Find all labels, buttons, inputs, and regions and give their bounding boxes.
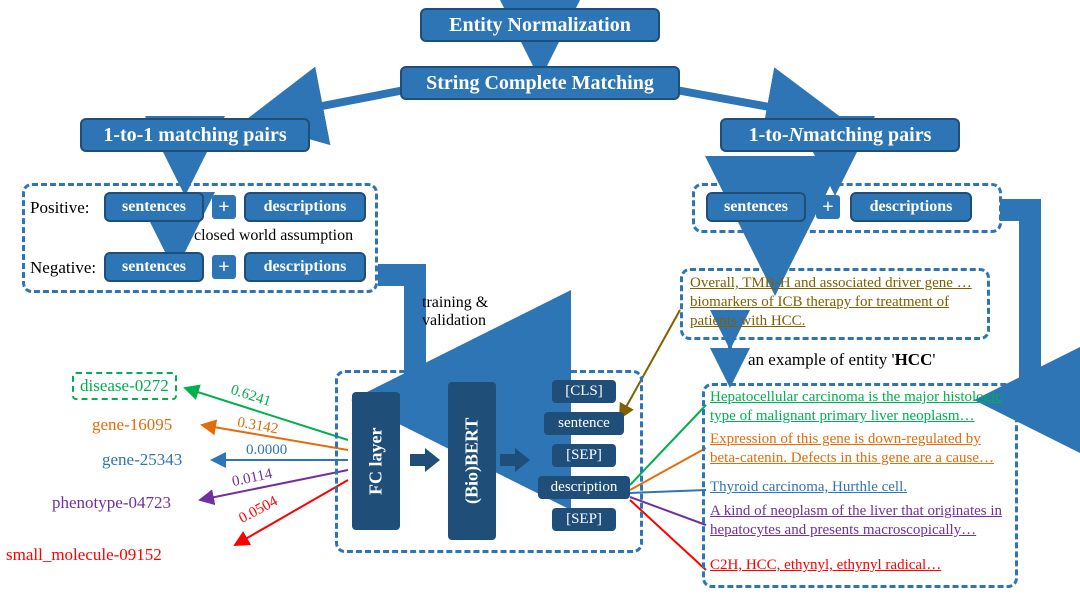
score-phenotype: 0.0114	[231, 466, 274, 491]
output-phenotype: phenotype-04723	[52, 493, 171, 513]
one-to-n-box: 1-to-N matching pairs	[720, 118, 960, 152]
desc-small-molecule: C2H, HCC, ethynyl, ethynyl radical…	[710, 556, 1010, 575]
right-sentences-box: sentences	[706, 192, 806, 222]
plus-icon: +	[212, 195, 236, 219]
positive-sentences-box: sentences	[104, 192, 204, 222]
one-to-one-box: 1-to-1 matching pairs	[80, 118, 310, 152]
cwa-label: closed world assumption	[194, 227, 353, 245]
biobert-box: (Bio)BERT	[448, 382, 496, 540]
entity-normalization-box: Entity Normalization	[420, 8, 660, 42]
sep2-token: [SEP]	[552, 508, 616, 531]
score-gene1: 0.3142	[236, 415, 280, 439]
sep1-token: [SEP]	[552, 444, 616, 467]
positive-label: Positive:	[30, 198, 90, 218]
desc-gene1: Expression of this gene is down-regulate…	[710, 430, 1010, 468]
output-gene1: gene-16095	[92, 415, 172, 435]
output-disease: disease-0272	[72, 372, 177, 400]
desc-gene2: Thyroid carcinoma, Hurthle cell.	[710, 478, 1010, 497]
plus-icon-2: +	[212, 255, 236, 279]
score-small-molecule: 0.0504	[236, 493, 280, 527]
desc-phenotype: A kind of neoplasm of the liver that ori…	[710, 502, 1010, 540]
example-note-suffix: '	[932, 350, 935, 369]
one-to-n-prefix: 1-to-	[749, 124, 789, 147]
score-disease: 0.6241	[228, 382, 272, 411]
negative-label: Negative:	[30, 258, 96, 278]
right-descriptions-box: descriptions	[850, 192, 972, 222]
example-note: an example of entity 'HCC'	[748, 350, 935, 370]
output-gene2: gene-25343	[102, 450, 182, 470]
plus-icon-3: +	[816, 195, 840, 219]
negative-sentences-box: sentences	[104, 252, 204, 282]
one-to-n-suffix: matching pairs	[803, 124, 931, 147]
string-matching-box: String Complete Matching	[400, 66, 680, 100]
training-validation-label: training & validation	[422, 294, 488, 330]
sentence-example-text: Overall, TMB-H and associated driver gen…	[690, 274, 982, 330]
negative-descriptions-box: descriptions	[244, 252, 366, 282]
one-to-n-n: N	[789, 124, 803, 147]
positive-descriptions-box: descriptions	[244, 192, 366, 222]
output-small-molecule: small_molecule-09152	[6, 545, 162, 565]
description-token: description	[538, 476, 630, 499]
desc-disease: Hepatocellular carcinoma is the major hi…	[710, 388, 1010, 426]
example-note-entity: HCC	[895, 350, 933, 369]
sentence-token: sentence	[544, 412, 624, 435]
example-note-prefix: an example of entity '	[748, 350, 895, 369]
fc-layer-box: FC layer	[352, 392, 400, 530]
cls-token: [CLS]	[552, 380, 616, 403]
score-gene2: 0.0000	[246, 442, 287, 459]
